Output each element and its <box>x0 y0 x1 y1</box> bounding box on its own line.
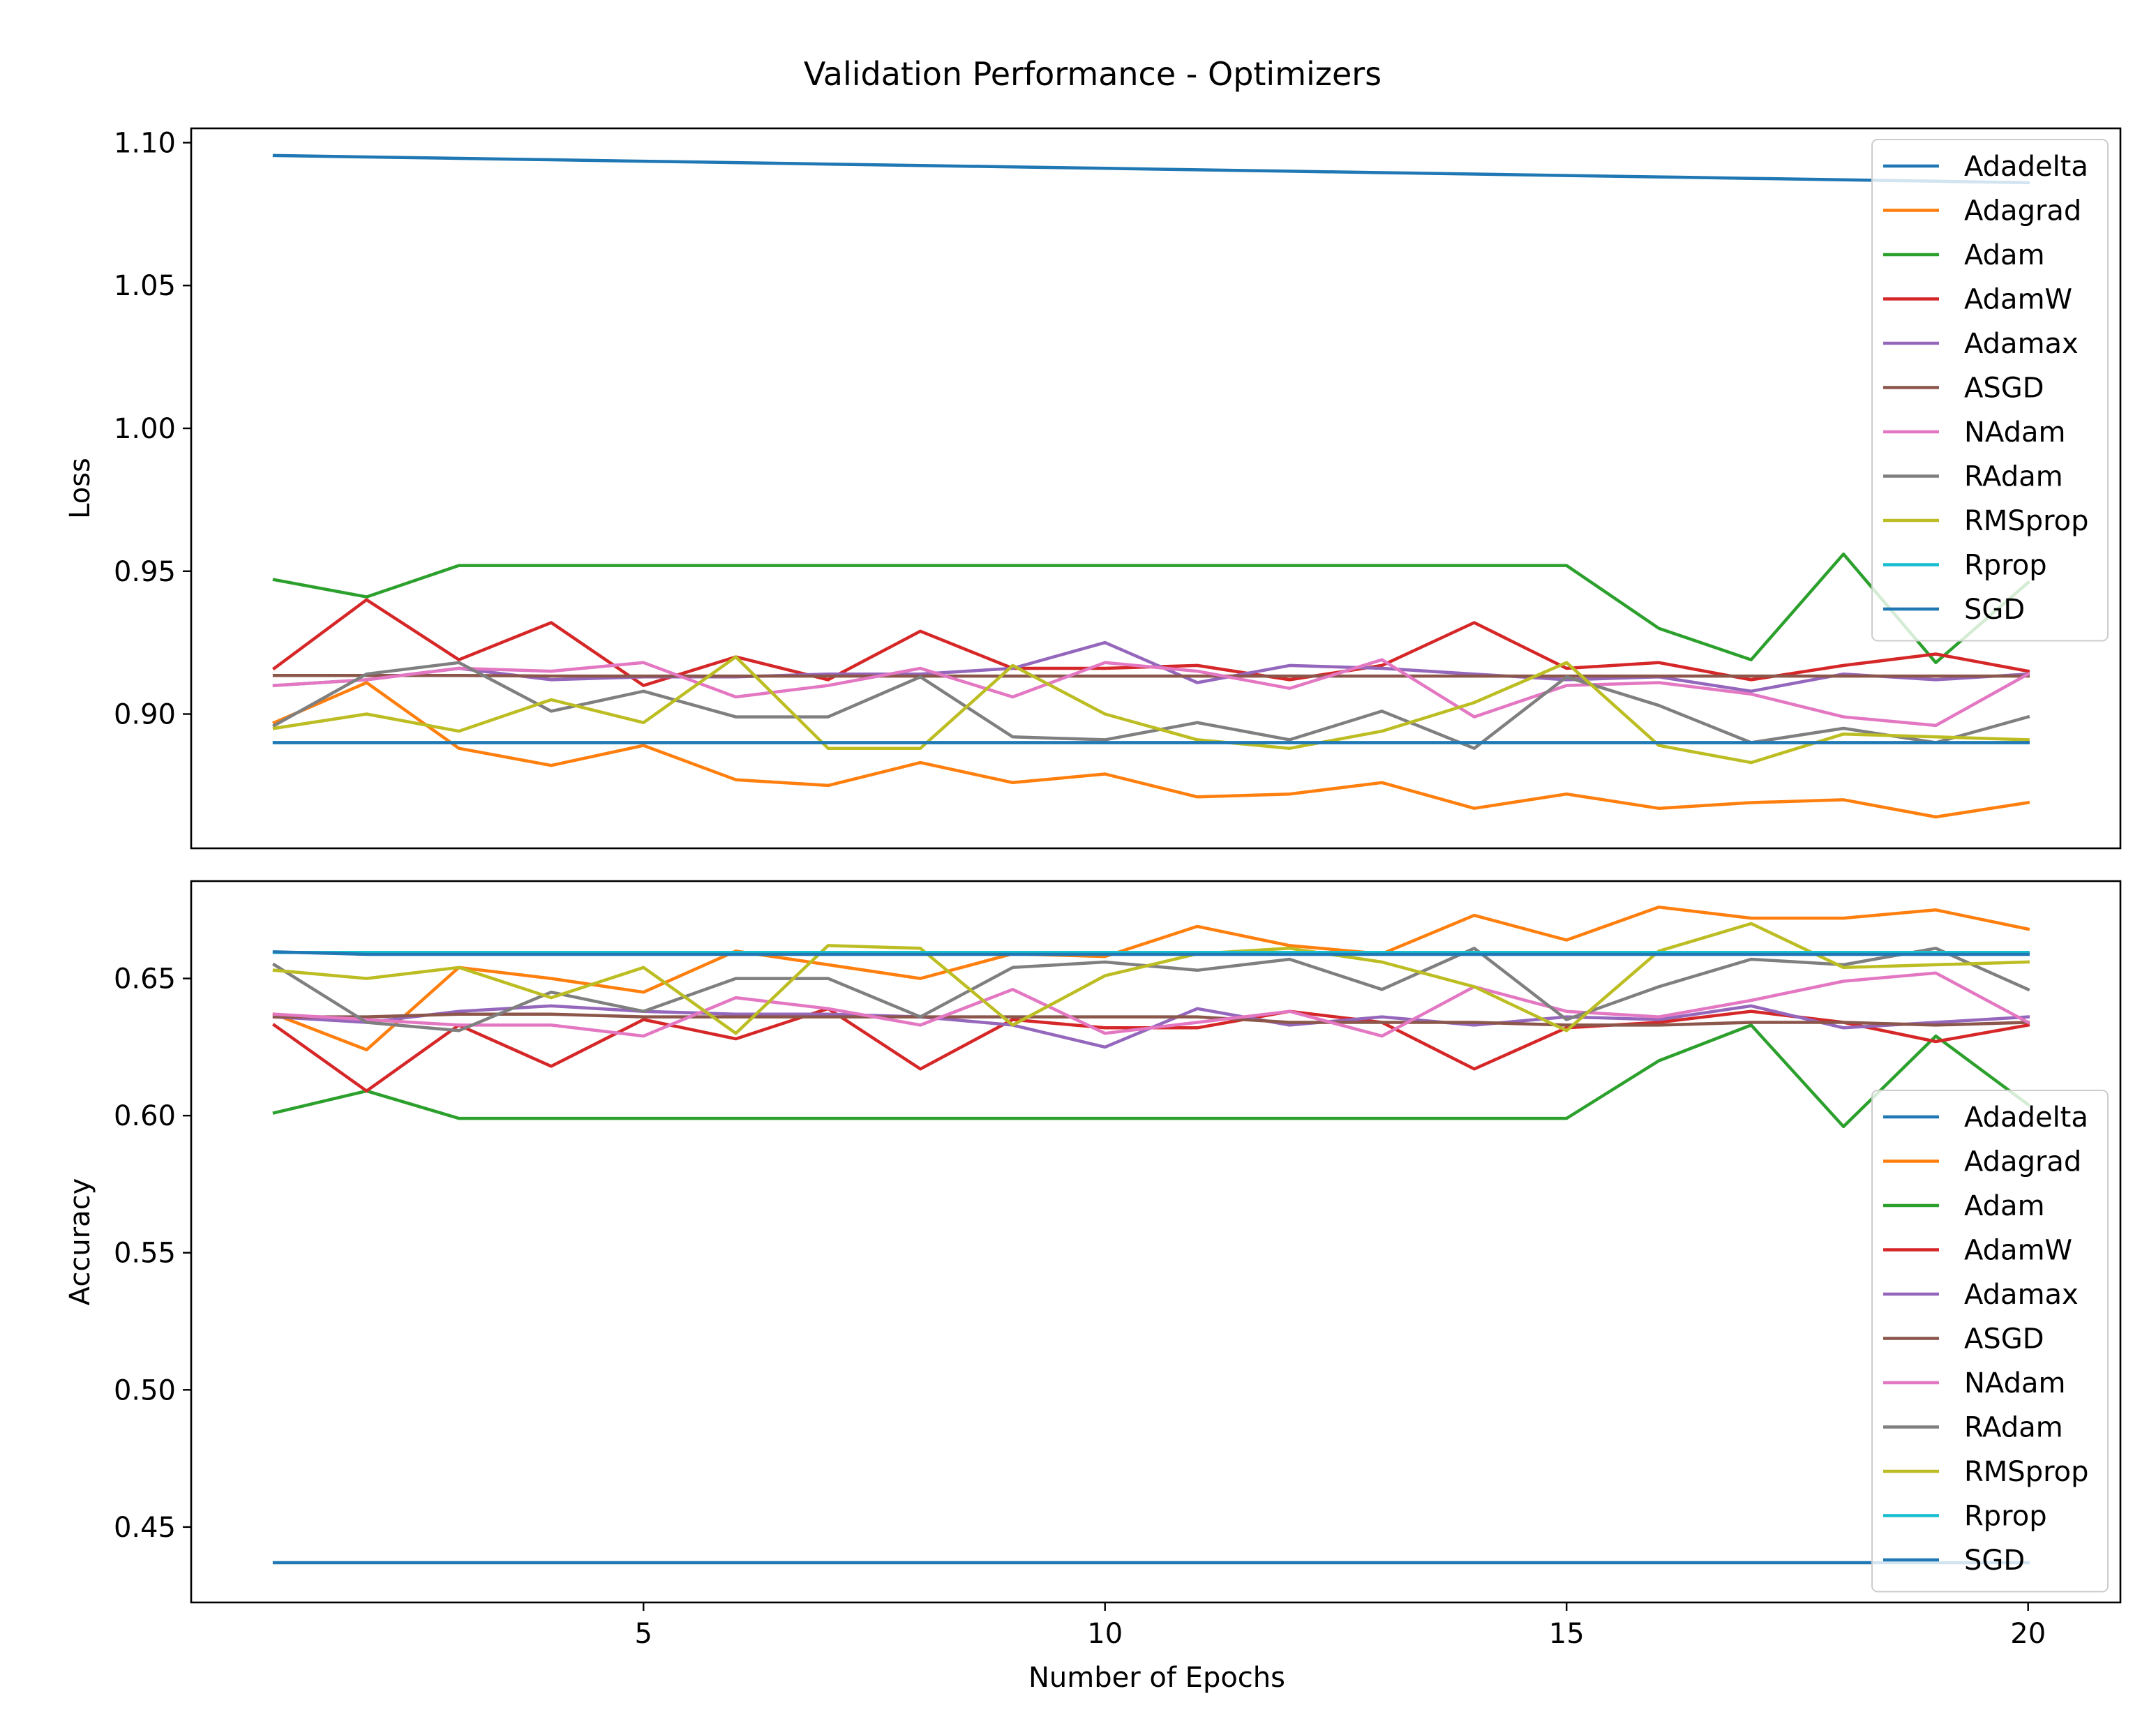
loss-legend-box <box>1871 139 2109 642</box>
accuracy-series-lines <box>271 906 2030 1565</box>
accuracy-x-tick-label: 5 <box>635 1618 652 1650</box>
accuracy-series-sgd-line <box>272 950 2030 956</box>
loss-axes-frame <box>190 127 2122 850</box>
accuracy-legend-label-adadelta: Adadelta <box>1964 1102 2088 1134</box>
loss-series-adagrad-line <box>272 681 2030 819</box>
loss-series-adamax-line <box>272 640 2030 693</box>
accuracy-legend: Adadelta Adagrad Adam AdamW Adamax ASGD NAdam R… <box>1871 1090 2109 1593</box>
accuracy-x-tick-label: 10 <box>1087 1618 1123 1650</box>
loss-y-tick-label: 0.95 <box>114 556 176 588</box>
loss-legend: Adadelta Adagrad Adam AdamW Adamax ASGD NAdam R… <box>1871 139 2109 642</box>
accuracy-series-nadam-line <box>272 971 2030 1038</box>
accuracy-legend-label-adamax: Adamax <box>1964 1279 2079 1311</box>
loss-series-asgd-line <box>272 673 2030 678</box>
loss-y-tick-label: 1.10 <box>114 127 176 159</box>
accuracy-legend-label-asgd: ASGD <box>1964 1323 2044 1355</box>
accuracy-y-tick-label: 0.55 <box>114 1238 176 1270</box>
accuracy-panel: 0.45 0.50 0.55 0.60 0.65 5 10 15 20 Accuracy Nu… <box>64 880 2122 1694</box>
loss-y-ticks: 0.90 0.95 1.00 1.05 1.10 <box>114 127 191 731</box>
accuracy-axes-frame <box>190 880 2122 1604</box>
accuracy-y-tick-label: 0.60 <box>114 1100 176 1132</box>
loss-legend-label-adamw: AdamW <box>1964 284 2072 316</box>
loss-legend-label-rprop: Rprop <box>1964 550 2047 582</box>
loss-legend-label-adagrad: Adagrad <box>1964 195 2081 227</box>
loss-legend-label-radam: RAdam <box>1964 461 2063 493</box>
loss-legend-label-nadam: NAdam <box>1964 416 2065 449</box>
accuracy-legend-label-adamw: AdamW <box>1964 1235 2072 1267</box>
loss-series-lines <box>271 153 2030 819</box>
accuracy-series-asgd-line <box>272 1012 2030 1027</box>
accuracy-y-ticks: 0.45 0.50 0.55 0.60 0.65 <box>114 963 191 1544</box>
accuracy-x-tick-label: 15 <box>1549 1618 1585 1650</box>
accuracy-y-tick-label: 0.45 <box>114 1512 176 1544</box>
accuracy-legend-label-rmsprop: RMSprop <box>1964 1456 2089 1488</box>
accuracy-y-axis-label: Accuracy <box>64 1178 96 1306</box>
loss-legend-label-adam: Adam <box>1964 239 2045 271</box>
accuracy-series-rmsprop-line <box>272 922 2030 1035</box>
figure-title: Validation Performance - Optimizers <box>804 55 1382 93</box>
loss-series-adadelta-line <box>272 153 2030 185</box>
x-axis-label: Number of Epochs <box>1028 1662 1285 1694</box>
loss-y-tick-label: 1.00 <box>114 413 176 445</box>
accuracy-series-adagrad-line <box>272 906 2030 1052</box>
loss-legend-label-asgd: ASGD <box>1964 373 2044 405</box>
accuracy-legend-label-sgd: SGD <box>1964 1545 2025 1577</box>
loss-legend-label-adadelta: Adadelta <box>1964 151 2088 183</box>
loss-series-nadam-line <box>272 658 2030 728</box>
loss-legend-label-rmsprop: RMSprop <box>1964 505 2089 537</box>
accuracy-x-tick-label: 20 <box>2010 1618 2046 1650</box>
accuracy-legend-label-adam: Adam <box>1964 1190 2045 1222</box>
loss-series-rmsprop-line <box>272 655 2030 765</box>
loss-series-radam-line <box>272 661 2030 750</box>
loss-y-tick-label: 1.05 <box>114 270 176 302</box>
accuracy-y-tick-label: 0.50 <box>114 1374 176 1406</box>
accuracy-x-ticks: 5 10 15 20 <box>635 1602 2046 1650</box>
accuracy-legend-box <box>1871 1090 2109 1593</box>
accuracy-y-tick-label: 0.65 <box>114 963 176 996</box>
accuracy-legend-label-adagrad: Adagrad <box>1964 1146 2081 1178</box>
accuracy-series-adam-line <box>272 1023 2030 1129</box>
loss-y-tick-label: 0.90 <box>114 699 176 731</box>
loss-legend-label-sgd: SGD <box>1964 594 2025 626</box>
accuracy-legend-label-rprop: Rprop <box>1964 1501 2047 1533</box>
loss-y-axis-label: Loss <box>64 458 96 519</box>
accuracy-legend-label-radam: RAdam <box>1964 1412 2063 1444</box>
accuracy-legend-label-nadam: NAdam <box>1964 1367 2065 1399</box>
loss-panel: 0.90 0.95 1.00 1.05 1.10 Loss Adadelta Adagra… <box>64 127 2122 850</box>
loss-legend-label-adamax: Adamax <box>1964 328 2079 360</box>
loss-series-adam-line <box>272 552 2030 665</box>
